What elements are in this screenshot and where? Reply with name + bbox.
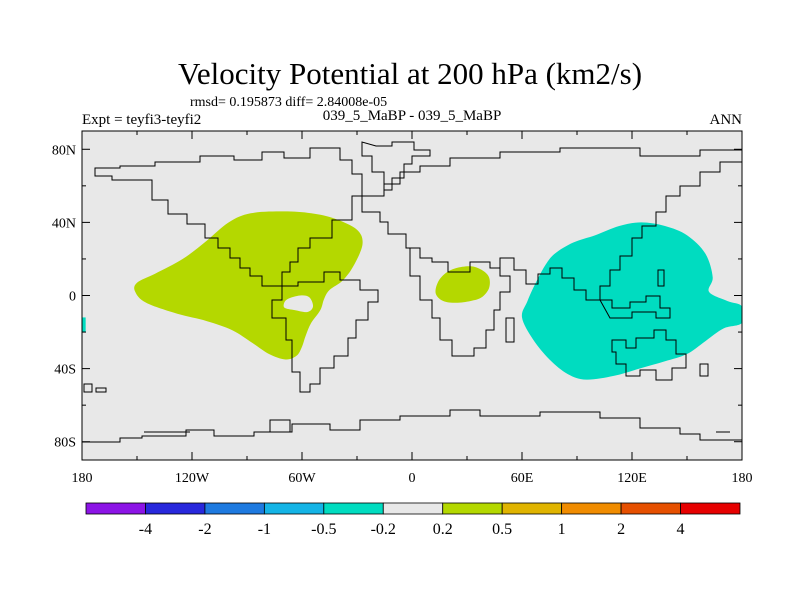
colorbar-label: 2: [617, 521, 625, 538]
coastline-maritime-continent: [599, 295, 671, 319]
colorbar-label: 1: [558, 521, 566, 538]
map-plot-area: [81, 130, 743, 461]
colorbar-swatch: [501, 502, 563, 515]
coastline-africa: [409, 247, 511, 357]
coastline-australia: [611, 329, 687, 381]
coastline-madagascar: [505, 317, 515, 343]
colorbar-swatch: [680, 502, 741, 515]
y-tick-label: 40N: [52, 216, 76, 231]
y-tick-label: 0: [69, 290, 76, 305]
x-tick-label: 0: [409, 471, 416, 486]
colorbar-label: -0.5: [311, 521, 336, 538]
x-tick-label: 120E: [617, 471, 647, 486]
season-label: ANN: [710, 112, 743, 128]
colorbar-label: -0.2: [371, 521, 396, 538]
coastline-new-zealand: [699, 363, 709, 377]
colorbar-swatch: [263, 502, 325, 515]
coastline-antarctica: [82, 409, 742, 443]
x-tick-label: 120W: [175, 471, 210, 486]
x-tick-label: 180: [732, 471, 753, 486]
stats-label: rmsd= 0.195873 diff= 2.84008e-05: [190, 95, 387, 110]
africa-positive-anomaly: [435, 266, 490, 303]
colorbar-swatch: [382, 502, 444, 515]
coastline-japan: [657, 269, 665, 287]
colorbar-swatch: [323, 502, 384, 515]
colorbar-label: -1: [258, 521, 271, 538]
colorbar: -4 -2 -1 -0.5 -0.2 0.2 0.5 1 2 4: [85, 502, 741, 538]
colorbar-label: 0.5: [492, 521, 512, 538]
colorbar-swatch: [85, 502, 146, 515]
colorbar-label: 0.2: [433, 521, 453, 538]
colorbar-swatch: [145, 502, 206, 515]
x-tick-label: 60W: [288, 471, 316, 486]
coastline-greenland: [361, 141, 431, 191]
bolivia-hole: [283, 295, 314, 313]
colorbar-label: 4: [677, 521, 685, 538]
x-tick-label: 60E: [511, 471, 534, 486]
colorbar-label: -4: [139, 521, 152, 538]
x-axis: 180 120W 60W 0 60E 120E 180: [72, 131, 753, 486]
experiment-label: Expt = teyfi3-teyfi2: [82, 112, 201, 128]
coastline-pacific-islands: [83, 383, 107, 393]
coastline-outline: [82, 141, 742, 443]
coastline-antarctic-peninsula: [269, 419, 291, 432]
colorbar-label: -2: [198, 521, 211, 538]
colorbar-swatch: [561, 502, 622, 515]
colorbar-swatch: [442, 502, 503, 515]
case-label: 039_5_MaBP - 039_5_MaBP: [323, 108, 502, 124]
y-tick-label: 80S: [54, 436, 76, 451]
x-tick-label: 180: [72, 471, 93, 486]
y-tick-label: 80N: [52, 143, 76, 158]
colorbar-swatch: [620, 502, 681, 515]
coastline-north-america: [94, 147, 363, 287]
dateline-negative-anomaly: [82, 317, 86, 333]
y-tick-label: 40S: [54, 363, 76, 378]
y-axis: 80N 40N 0 40S 80S: [52, 143, 742, 451]
chart-title: Velocity Potential at 200 hPa (km2/s): [178, 56, 642, 91]
coastline-south-america: [271, 271, 379, 393]
colorbar-swatch: [204, 502, 265, 515]
pacific-negative-anomaly: [521, 222, 742, 380]
